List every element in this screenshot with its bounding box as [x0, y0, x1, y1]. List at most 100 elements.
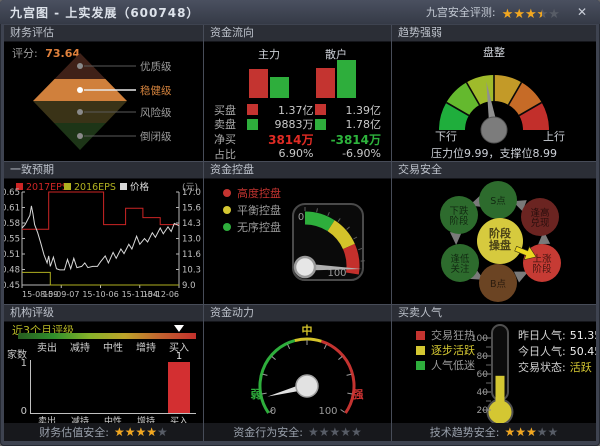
scale-label: 20: [477, 406, 489, 416]
stage-circle: [521, 198, 559, 236]
overall-rating-stars: ★★★★★★★★★: [502, 3, 560, 22]
status-bar: 财务估值安全: ★ ★ ★ ★ ★ ★ ★ ★ ★ 资金行为安全: ★★★★★ 技术趋势安全: …: [4, 423, 596, 441]
y-axis-line: [30, 360, 31, 414]
stat-row: 交易状态: 活跃: [518, 359, 592, 375]
center-stage-label: 阶段操盘: [489, 226, 511, 252]
retail-value: 1.39亿: [345, 103, 382, 117]
right-tick: 17.0: [182, 188, 201, 198]
star-icon: ★★: [135, 424, 147, 439]
consensus-line-chart: 2017EPS 2016EPS 价格 (元) 0.65 17.0 0.61 15.6 0.58 1…: [4, 181, 201, 299]
series-2016EPS: [22, 271, 179, 286]
panel-title: 趋势强弱: [392, 25, 596, 42]
legend-swatch: [314, 118, 326, 130]
scale-label: 100: [471, 334, 488, 344]
rating-gradient-strip: [18, 333, 196, 339]
panel-trend-strength: 趋势强弱 盘整: [392, 25, 596, 161]
star-icon: ★★: [124, 424, 136, 439]
legend-label: 2016EPS: [74, 182, 116, 193]
status-capital-safety: 资金行为安全: ★★★★★: [204, 423, 391, 441]
x-tick: 15-12-06: [143, 290, 179, 299]
legend-label: 逐步活跃: [431, 344, 475, 357]
legend-swatch: [64, 183, 71, 190]
unit-label: (元): [182, 183, 198, 193]
control-legend-item: 无序控盘: [223, 219, 281, 235]
stat-value: 活跃: [569, 361, 592, 374]
main-value: 1.37亿: [278, 103, 314, 117]
stage-circle: [479, 264, 517, 302]
panel-capital-flow: 资金流向 主力 散户 买盘 1.37亿 1.39亿 卖盘 9883万 1.78亿 净买 381…: [204, 25, 391, 161]
status-stars: ★ ★ ★ ★ ★ ★ ★★: [504, 426, 558, 439]
left-tick: 0.58: [4, 219, 20, 229]
rating-bar: [168, 362, 190, 413]
scale-label: 中性: [103, 343, 123, 354]
status-label: 技术趋势安全:: [429, 426, 500, 439]
stat-row: 昨日人气:51.35: [518, 327, 596, 343]
legend-dot-icon: [223, 206, 231, 214]
scale-label: 卖出: [37, 343, 57, 354]
score-label: 评分:: [12, 47, 38, 60]
star-icon: ★: [547, 424, 559, 439]
gauge-right-label: 强: [352, 388, 364, 401]
panel-title: 资金流向: [204, 25, 391, 42]
gauge-top-label: 中: [301, 324, 313, 337]
power-gauge: [258, 337, 356, 414]
gauge-min-label: 0: [298, 212, 304, 223]
score-value: 73.64: [45, 47, 81, 60]
star-icon: ★★: [501, 6, 514, 22]
status-stars: ★★★★★: [308, 426, 362, 439]
stage-circle: [441, 244, 479, 282]
legend-label: 人气低迷: [431, 359, 475, 372]
panel-title: 财务评估: [4, 25, 203, 42]
legend-swatch: [247, 104, 258, 115]
row-label: 净买: [214, 133, 236, 147]
legend-swatch: [314, 104, 326, 115]
popularity-legend-item: 人气低迷: [416, 357, 475, 373]
star-icon: ★★: [113, 424, 125, 439]
category-label: 买入: [169, 417, 188, 423]
close-icon[interactable]: ✕: [576, 5, 587, 19]
stat-label: 交易状态:: [518, 361, 566, 374]
legend-dot-icon: [223, 189, 231, 197]
status-label: 资金行为安全:: [233, 426, 303, 439]
y-axis-label: 家数: [7, 350, 27, 361]
scale-label: 40: [477, 388, 489, 398]
legend-dot-icon: [223, 223, 231, 231]
row-label: 买盘: [214, 103, 236, 117]
star-icon: ★★: [515, 424, 526, 439]
stage-label: 逢低关注: [450, 253, 470, 275]
x-tick: 15-11-04: [122, 290, 158, 299]
legend-label: 高度控盘: [237, 187, 281, 200]
star-icon: ★: [351, 424, 362, 439]
title-bar[interactable]: 九宫图 - 上实发展（600748） 九宫安全评测: ★★★★★★★★★ ✕: [0, 0, 600, 24]
flow-row: 占比 6.90% -6.90%: [214, 146, 381, 161]
right-tick: 10.3: [182, 266, 201, 276]
panel-title: 买卖人气: [392, 305, 596, 322]
stat-row: 今日人气:50.45: [518, 343, 596, 359]
category-label: 增持: [136, 417, 155, 423]
popularity-legend-item: 交易狂热: [416, 327, 475, 343]
legend-swatch: [120, 183, 127, 190]
row-label: 占比: [214, 147, 236, 161]
stat-label: 昨日人气:: [518, 329, 566, 342]
status-label: 财务估值安全:: [39, 426, 109, 439]
main-value: 3814万: [268, 132, 314, 147]
left-tick: 0.61: [4, 204, 20, 214]
star-icon: ★: [318, 424, 330, 439]
flow-row: 买盘 1.37亿 1.39亿: [214, 102, 381, 117]
category-label: 减持: [70, 417, 89, 423]
stat-label: 今日人气:: [518, 345, 566, 358]
thermometer-fill: [495, 375, 505, 400]
legend-swatch: [16, 183, 23, 190]
group-label-retail: 散户: [325, 48, 347, 61]
star-icon: ★: [307, 424, 319, 439]
legend-label: 无序控盘: [237, 221, 281, 234]
star-icon: ★★: [525, 424, 537, 439]
left-tick: 0.48: [4, 266, 20, 276]
gauge-left-label: 弱: [250, 388, 262, 401]
control-gauge: 0 100: [292, 203, 365, 281]
group-label-main: 主力: [258, 48, 280, 61]
category-label: 卖出: [37, 417, 56, 423]
x-tick: 15-09-07: [43, 290, 79, 299]
